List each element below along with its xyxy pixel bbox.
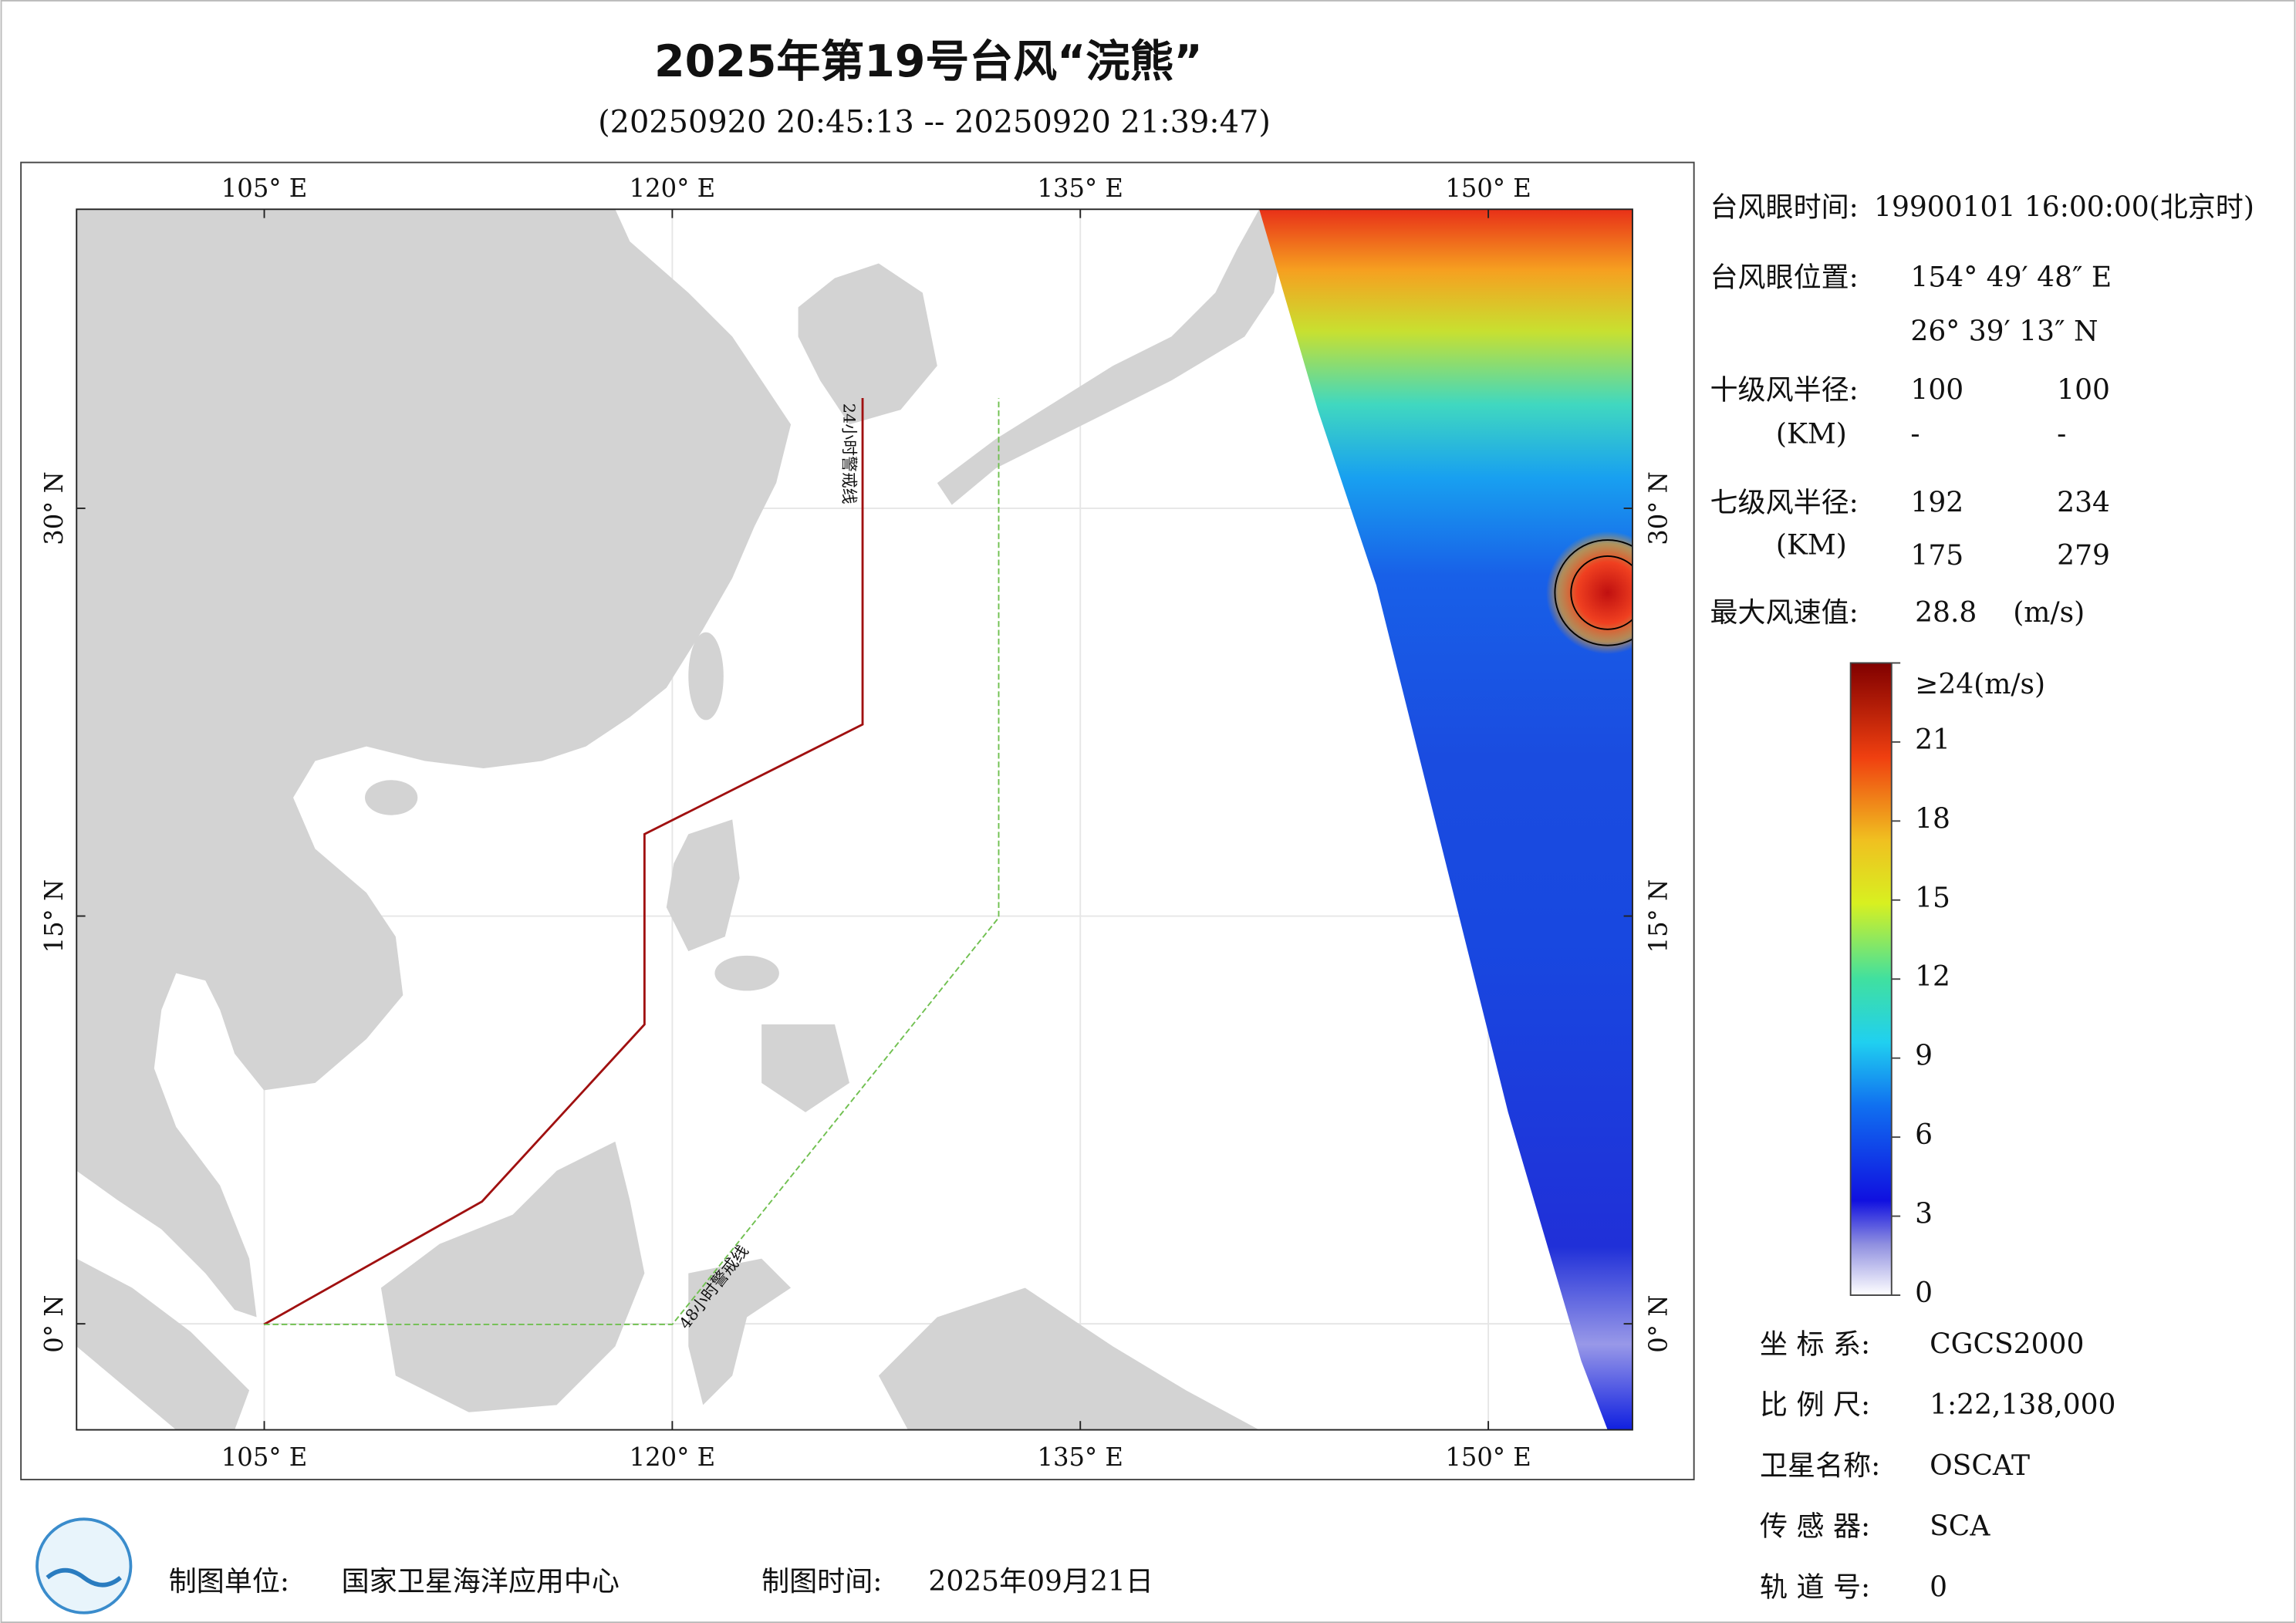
meta-value: CGCS2000 [1930, 1328, 2084, 1360]
title: 2025年第19号台风“浣熊” [654, 36, 1203, 87]
r10-value: 100 [1910, 374, 1963, 406]
land [76, 209, 1289, 1430]
lat-tick-label: 15° N [39, 879, 69, 953]
radius-r10 [1570, 555, 1633, 630]
hainan [364, 780, 418, 815]
meta-value: SCA [1930, 1511, 1990, 1543]
r10-value: - [2057, 418, 2066, 450]
lon-tick-label: 150° E [1445, 1442, 1531, 1472]
vmax: 28.8 [1915, 597, 1977, 629]
meta-label: 比 例 尺: [1760, 1389, 1870, 1421]
logo [35, 1517, 133, 1615]
colorbar-label: 3 [1915, 1199, 1933, 1230]
eye-lat: 26° 39′ 13″ N [1910, 316, 2098, 348]
colorbar-label: ≥24(m/s) [1915, 669, 2045, 700]
lat-tick-label: 30° N [39, 471, 69, 545]
sulawesi [688, 1258, 792, 1405]
meta-value: OSCAT [1930, 1450, 2030, 1482]
meta-label: 轨 道 号: [1760, 1571, 1870, 1603]
lat-tick-label: 15° N [1644, 879, 1673, 953]
map-area: 24小时警戒线 48小时警戒线 [76, 209, 1633, 1430]
sumatra [76, 1258, 250, 1430]
mindanao [761, 1024, 849, 1112]
borneo [380, 1141, 645, 1412]
r7-value: 192 [1910, 488, 1963, 519]
map-frame [20, 161, 1695, 1481]
lon-tick-label: 105° E [221, 174, 307, 203]
typhoon-core [1546, 531, 1633, 655]
colorbar-label: 18 [1915, 803, 1950, 835]
r10-label: 十级风半径: [1710, 374, 1859, 406]
meta-value: 1:22,138,000 [1930, 1389, 2115, 1421]
colorbar-label: 9 [1915, 1041, 1933, 1072]
r10-unit: (KM) [1776, 418, 1847, 450]
lat-tick-label: 0° N [39, 1295, 69, 1353]
label-24h: 24小时警戒线 [840, 403, 859, 504]
r10-value: 100 [2057, 374, 2110, 406]
lat-tick-label: 30° N [1644, 471, 1673, 545]
lon-tick-label: 120° E [630, 1442, 715, 1472]
colorbar-label: 15 [1915, 882, 1950, 914]
colorbar-label: 12 [1915, 961, 1950, 993]
mainland [76, 209, 792, 1318]
r7-value: 175 [1910, 540, 1963, 572]
colorbar-label: 6 [1915, 1119, 1933, 1151]
logo-wave [46, 1567, 122, 1588]
new-guinea [878, 1287, 1260, 1430]
r7-label: 七级风半径: [1710, 488, 1859, 519]
meta-value: 0 [1930, 1571, 1947, 1603]
eye-pos-label: 台风眼位置: [1710, 262, 1859, 293]
r10-value: - [1910, 418, 1920, 450]
eye-lon: 154° 49′ 48″ E [1910, 262, 2112, 293]
time-label: 制图时间: [761, 1566, 882, 1598]
lon-tick-label: 135° E [1038, 1442, 1123, 1472]
wind-swath [1259, 209, 1633, 1430]
meta-label: 传 感 器: [1760, 1511, 1870, 1543]
r7-unit: (KM) [1776, 530, 1847, 562]
korea [798, 263, 937, 425]
lon-tick-label: 120° E [630, 174, 715, 203]
warning-line-24h [263, 398, 864, 1326]
subtitle: (20250920 20:45:13 -- 20250920 21:39:47) [598, 104, 1271, 140]
eye-time-label: 台风眼时间: [1710, 191, 1859, 223]
r7-value: 279 [2057, 540, 2110, 572]
lon-tick-label: 150° E [1445, 174, 1531, 203]
eye-time: 19900101 16:00:00(北京时) [1874, 191, 2254, 223]
colorbar-label: 21 [1915, 724, 1950, 756]
producer-label: 制图单位: [169, 1566, 289, 1598]
producer: 国家卫星海洋应用中心 [342, 1566, 620, 1598]
vmax-label: 最大风速值: [1710, 597, 1859, 629]
lat-tick-label: 0° N [1644, 1295, 1673, 1353]
lon-tick-label: 105° E [221, 1442, 307, 1472]
meta-label: 坐 标 系: [1760, 1328, 1870, 1360]
map-inner-frame [76, 208, 1633, 1431]
colorbar [1849, 662, 1893, 1296]
lon-tick-label: 135° E [1038, 174, 1123, 203]
radius-r7 [1554, 539, 1633, 646]
visayas [714, 955, 779, 991]
r7-value: 234 [2057, 488, 2110, 519]
japan [937, 209, 1289, 505]
colorbar-label: 0 [1915, 1277, 1933, 1309]
warning-line-48h [264, 398, 1000, 1325]
taiwan [688, 632, 724, 720]
time: 2025年09月21日 [928, 1566, 1153, 1598]
meta-label: 卫星名称: [1760, 1450, 1880, 1482]
vmax-unit: (m/s) [2013, 597, 2085, 629]
luzon [666, 819, 740, 952]
